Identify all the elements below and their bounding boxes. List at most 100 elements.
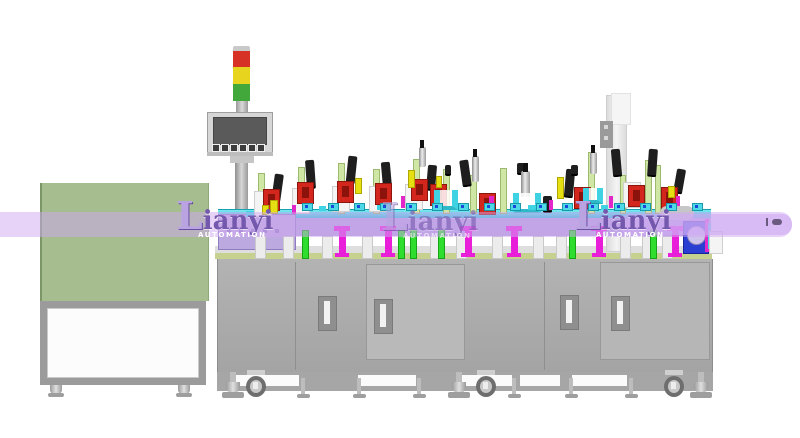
enclosure-lower-frame: [40, 301, 206, 385]
hmi-monitor-ledge: [207, 152, 273, 156]
magenta-pedestal-base: [381, 253, 395, 257]
leg-foot-disc: [353, 394, 366, 398]
door-handle: [611, 296, 630, 331]
magenta-pedestal-base: [461, 253, 475, 257]
conveyor-carrier: [562, 203, 573, 211]
conveyor-carrier: [614, 203, 625, 211]
watermark-brand-rest: ianyi: [202, 206, 274, 236]
red-clamp-block: [337, 181, 354, 203]
conveyor-carrier: [640, 203, 651, 211]
leg-foot-disc: [413, 394, 426, 398]
magenta-pedestal-stem: [465, 231, 472, 257]
magenta-pedestal-base: [507, 253, 521, 257]
gantry-column-cap: [611, 93, 631, 125]
leveler-cone: [694, 382, 708, 392]
cyan-fixture: [319, 206, 326, 211]
red-clamp-block: [628, 185, 645, 207]
leg-foot-disc: [297, 394, 310, 398]
enclosure-window: [47, 308, 199, 378]
magenta-pedestal-stem: [596, 231, 603, 257]
enclosure-foot-disc: [48, 393, 64, 397]
magenta-fixture: [676, 196, 680, 206]
conveyor-carrier: [380, 203, 391, 211]
rail-cutout: [520, 375, 560, 386]
magenta-pedestal-base: [668, 253, 682, 257]
cylinder-rod: [420, 140, 424, 148]
stack-light-base: [236, 101, 248, 112]
leg-stem: [512, 378, 516, 394]
magenta-fixture: [549, 200, 553, 210]
pneumatic-cylinder: [521, 171, 530, 197]
hmi-button: [248, 144, 256, 152]
leveler-stem: [230, 372, 236, 382]
hmi-button: [239, 144, 247, 152]
enclosure-foot-disc: [176, 393, 192, 397]
door-handle: [560, 295, 579, 330]
pneumatic-cylinder: [590, 152, 597, 174]
cyan-fixture: [601, 205, 608, 210]
conveyor-carrier: [692, 203, 703, 211]
stack-light-red: [233, 51, 250, 67]
leg-stem: [357, 378, 361, 394]
watermark-logo: Lianyi AUTOMATION: [574, 197, 671, 239]
cabinet-seam: [544, 262, 545, 370]
leveler-stem: [698, 372, 704, 382]
rail-cutout: [572, 375, 627, 386]
sensor-nub: [445, 165, 451, 176]
yellow-fixture: [408, 170, 415, 188]
watermark-mark-icon: [766, 218, 784, 226]
conveyor-carrier: [666, 203, 677, 211]
support-column-white: [283, 236, 294, 259]
watermark-brand-rest: ianyi: [407, 207, 479, 237]
yellow-fixture: [355, 178, 362, 194]
magenta-fixture: [401, 196, 405, 208]
yellow-fixture: [436, 176, 442, 188]
black-actuator: [647, 148, 658, 178]
conveyor-carrier: [536, 203, 547, 211]
leveler-stem: [456, 372, 462, 382]
hmi-button: [212, 144, 220, 152]
hmi-button: [230, 144, 238, 152]
magenta-fixture: [609, 196, 613, 208]
leveler-disc: [690, 392, 712, 398]
hmi-monitor: [207, 112, 273, 154]
leg-stem: [301, 378, 305, 394]
cyan-gripper: [583, 188, 603, 204]
leveler-cone: [452, 382, 466, 392]
support-column-white: [255, 236, 266, 259]
rail-cutout: [233, 375, 299, 386]
conveyor-carrier: [588, 203, 599, 211]
door-handle: [318, 296, 337, 331]
enclosure-foot: [50, 385, 62, 394]
door-handle: [374, 299, 393, 334]
sensor-nub: [571, 165, 578, 176]
pneumatic-cylinder: [419, 147, 426, 167]
watermark-brand-initial: L: [574, 193, 601, 238]
hmi-pole-collar: [230, 156, 254, 163]
hmi-button: [257, 144, 265, 152]
leg-foot-disc: [508, 394, 521, 398]
watermark-subtitle: AUTOMATION: [596, 231, 665, 239]
support-column-white: [322, 236, 333, 259]
caster-plate: [247, 370, 265, 375]
hmi-button: [221, 144, 229, 152]
stack-light-cap: [233, 46, 250, 51]
leg-stem: [629, 378, 633, 394]
yellow-fixture: [668, 186, 675, 198]
watermark-subtitle: AUTOMATION: [198, 231, 267, 239]
station-post: [500, 168, 507, 214]
conveyor-carrier: [328, 203, 339, 211]
watermark-logo: Lianyi AUTOMATION: [176, 197, 273, 239]
leveler-cone: [226, 382, 240, 392]
conveyor-carrier: [510, 203, 521, 211]
red-clamp-block: [411, 179, 428, 201]
cylinder-rod: [591, 145, 595, 153]
watermark-logo: Lianyi AUTOMATION: [381, 198, 478, 240]
conveyor-carrier: [302, 203, 313, 211]
enclosure-foot: [178, 385, 190, 394]
caster-plate: [665, 370, 683, 375]
stack-light-green: [233, 84, 250, 101]
magenta-pedestal-stem: [339, 231, 346, 257]
cabinet-seam: [295, 262, 296, 370]
